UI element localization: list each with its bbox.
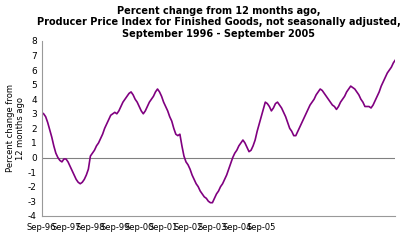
Title: Percent change from 12 months ago,
Producer Price Index for Finished Goods, not : Percent change from 12 months ago, Produ… xyxy=(36,5,400,39)
Y-axis label: Percent change from
12 months ago: Percent change from 12 months ago xyxy=(6,84,25,172)
